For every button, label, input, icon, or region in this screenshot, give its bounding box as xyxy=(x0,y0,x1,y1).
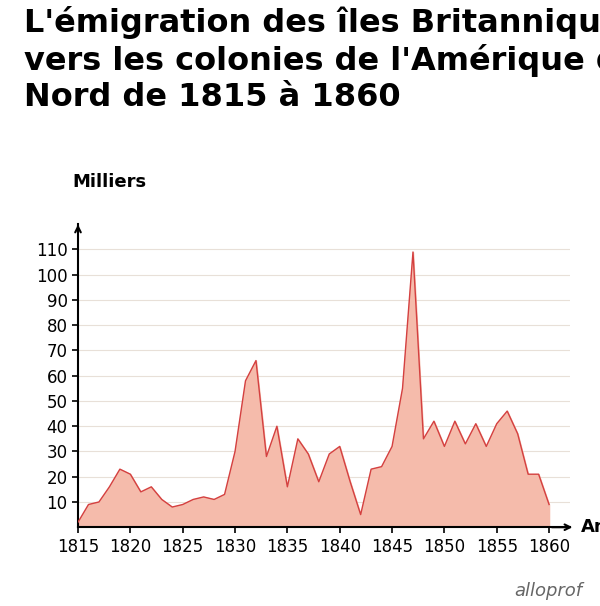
Text: alloprof: alloprof xyxy=(514,582,582,600)
Text: Milliers: Milliers xyxy=(72,173,146,191)
Text: L'émigration des îles Britanniques
vers les colonies de l'Amérique du
Nord de 18: L'émigration des îles Britanniques vers … xyxy=(24,6,600,113)
Text: Années: Années xyxy=(580,518,600,536)
